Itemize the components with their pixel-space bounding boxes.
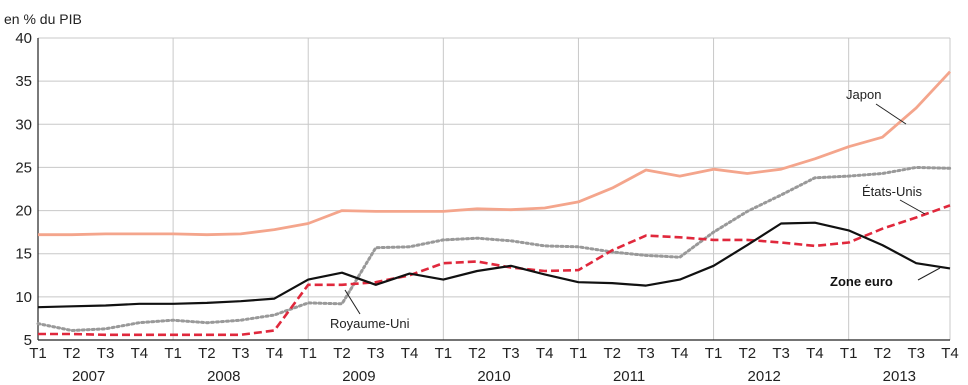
x-tick-label: T3	[232, 345, 250, 362]
x-tick-label: T4	[536, 345, 554, 362]
x-tick-label: T2	[198, 345, 216, 362]
leader-etats-unis	[899, 199, 926, 215]
x-tick-label: T2	[63, 345, 81, 362]
x-year-label: 2012	[748, 368, 781, 385]
x-tick-label: T3	[907, 345, 925, 362]
y-axis: 5 10 15 20 25 30 35 40	[15, 30, 39, 349]
series-label-zone-euro: Zone euro	[830, 274, 893, 289]
x-tick-label: T2	[603, 345, 621, 362]
x-tick-label: T1	[29, 345, 47, 362]
x-tick-label: T4	[671, 345, 689, 362]
x-tick-label: T3	[637, 345, 655, 362]
x-tick-label: T4	[806, 345, 824, 362]
y-tick-label: 25	[15, 159, 32, 176]
series-label-royaume-uni: Royaume-Uni	[330, 316, 410, 331]
leader-royaume-uni	[344, 289, 361, 315]
x-tick-label: T4	[266, 345, 284, 362]
leader-japon	[875, 103, 907, 125]
series-label-etats-unis: États-Unis	[862, 184, 922, 199]
series-line-0	[38, 70, 952, 237]
leader-zone-euro	[917, 267, 941, 281]
series-label-japon: Japon	[846, 87, 881, 102]
grid	[38, 37, 951, 340]
y-tick-label: 35	[15, 73, 32, 90]
x-tick-label: T3	[97, 345, 115, 362]
x-tick-label: T3	[772, 345, 790, 362]
y-tick-label: 15	[15, 246, 32, 263]
x-tick-label: T1	[299, 345, 317, 362]
x-tick-label: T1	[705, 345, 723, 362]
x-axis: T1 T2 T3 T4 T1 T2 T3 T4 T1 T2 T3 T4 T1 T2 T3 T4 T1 T2 T3 T4…	[29, 339, 959, 385]
y-unit-label: en % du PIB	[4, 11, 82, 27]
x-tick-label: T2	[468, 345, 486, 362]
x-year-label: 2008	[207, 368, 240, 385]
series-line-3	[37, 221, 951, 309]
x-year-label: 2011	[613, 368, 645, 385]
y-tick-label: 10	[15, 289, 32, 306]
y-tick-label: 20	[15, 203, 32, 220]
x-tick-label: T4	[401, 345, 419, 362]
x-tick-label: T4	[131, 345, 149, 362]
annotations: Japon États-Unis Royaume-Uni Zone euro	[330, 87, 941, 331]
x-year-label: 2007	[72, 368, 105, 385]
x-tick-label: T1	[840, 345, 858, 362]
x-tick-label: T2	[874, 345, 892, 362]
x-tick-label: T1	[570, 345, 588, 362]
x-tick-label: T2	[739, 345, 757, 362]
x-tick-label: T3	[502, 345, 520, 362]
x-tick-label: T4	[941, 345, 959, 362]
y-tick-label: 5	[24, 332, 32, 349]
x-tick-label: T2	[333, 345, 351, 362]
series-lines	[36, 70, 952, 337]
x-tick-label: T3	[367, 345, 385, 362]
x-tick-label: T1	[164, 345, 182, 362]
series-line-2	[38, 204, 951, 337]
x-year-label: 2013	[883, 368, 916, 385]
y-tick-label: 40	[15, 30, 32, 47]
x-tick-label: T1	[435, 345, 453, 362]
x-year-label: 2009	[342, 368, 375, 385]
y-tick-label: 30	[15, 116, 32, 133]
series-line-1	[36, 165, 952, 332]
x-year-label: 2010	[477, 368, 510, 385]
